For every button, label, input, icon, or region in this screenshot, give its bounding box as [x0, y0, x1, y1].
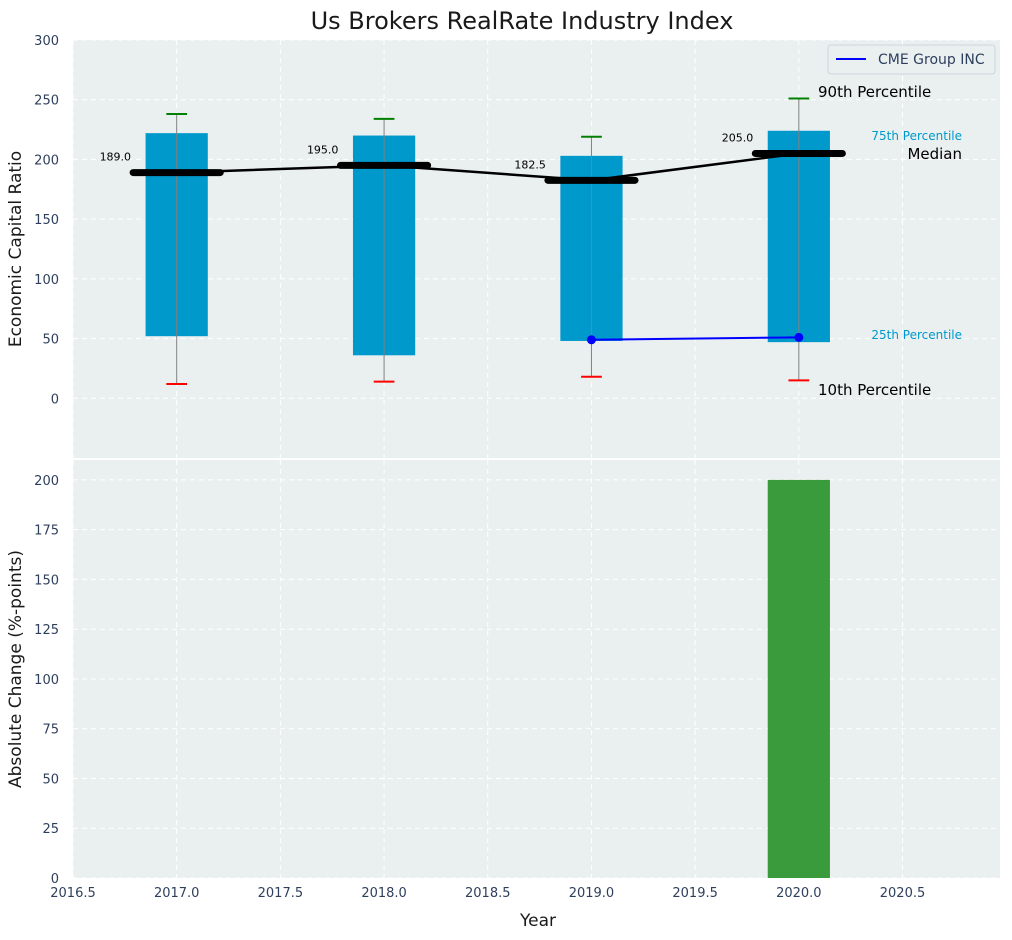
legend-box — [827, 44, 996, 75]
p75-annotation: 75th Percentile — [871, 129, 962, 143]
top-y-tick-label: 250 — [34, 94, 59, 109]
x-tick-label: 2020.0 — [776, 886, 822, 901]
legend-label-cme: CME Group INC — [878, 52, 985, 68]
x-tick-label: 2017.5 — [258, 886, 304, 901]
x-tick-label: 2019.0 — [569, 886, 615, 901]
series-line-cme — [591, 336, 799, 341]
bottom-y-tick-label: 25 — [42, 822, 59, 837]
p25-annotation: 25th Percentile — [871, 328, 962, 342]
top-y-tick-label: 50 — [42, 333, 59, 348]
bottom-y-tick-label: 0 — [51, 872, 59, 887]
bottom-plot-marks — [767, 479, 830, 878]
bottom-y-tick-label: 50 — [42, 772, 59, 787]
top-plot-marks: 189.0 195.0 182.5 205.0 — [100, 97, 846, 385]
p90-annotation: 90th Percentile — [818, 83, 931, 101]
bottom-y-tick-labels: 0 25 50 75 100 125 150 175 200 — [34, 474, 59, 887]
bottom-y-axis-label: Absolute Change (%-points) — [6, 550, 26, 788]
top-y-tick-labels: 0 50 100 150 200 250 300 — [34, 34, 59, 407]
top-y-tick-label: 150 — [34, 213, 59, 228]
bottom-y-tick-label: 150 — [34, 573, 59, 588]
change-bar — [767, 479, 830, 878]
series-point-cme — [794, 332, 804, 342]
x-tick-label: 2020.5 — [880, 886, 926, 901]
bottom-y-tick-label: 100 — [34, 673, 59, 688]
x-tick-label: 2018.0 — [361, 886, 407, 901]
x-tick-label: 2017.0 — [154, 886, 200, 901]
top-y-tick-label: 100 — [34, 273, 59, 288]
median-value-label: 205.0 — [722, 131, 754, 144]
x-tick-label: 2018.5 — [465, 886, 511, 901]
p10-annotation: 10th Percentile — [818, 381, 931, 399]
median-value-label: 189.0 — [100, 151, 132, 164]
bottom-y-tick-label: 125 — [34, 623, 59, 638]
legend: CME Group INC — [827, 44, 996, 75]
top-y-axis-label: Economic Capital Ratio — [6, 151, 26, 347]
bottom-gridlines — [72, 460, 1000, 879]
median-value-label: 182.5 — [514, 158, 546, 171]
chart-title: Us Brokers RealRate Industry Index — [311, 7, 734, 35]
bottom-y-tick-label: 175 — [34, 524, 59, 539]
x-axis-label: Year — [519, 911, 556, 931]
bottom-y-tick-label: 75 — [42, 723, 59, 738]
x-tick-labels: 2016.5 2017.0 2017.5 2018.0 2018.5 2019.0 2019… — [50, 886, 925, 901]
top-y-tick-label: 0 — [51, 392, 59, 407]
median-value-label: 195.0 — [307, 143, 339, 156]
bottom-y-tick-label: 200 — [34, 474, 59, 489]
x-tick-label: 2019.5 — [672, 886, 718, 901]
bottom-panel-background — [73, 460, 1000, 878]
x-tick-label: 2016.5 — [50, 886, 96, 901]
top-panel-background — [73, 40, 1000, 458]
series-point-cme — [586, 335, 596, 345]
top-y-tick-label: 200 — [34, 153, 59, 168]
median-annotation: Median — [907, 145, 962, 163]
median-trend-line — [176, 152, 799, 182]
top-y-tick-label: 300 — [34, 34, 59, 49]
